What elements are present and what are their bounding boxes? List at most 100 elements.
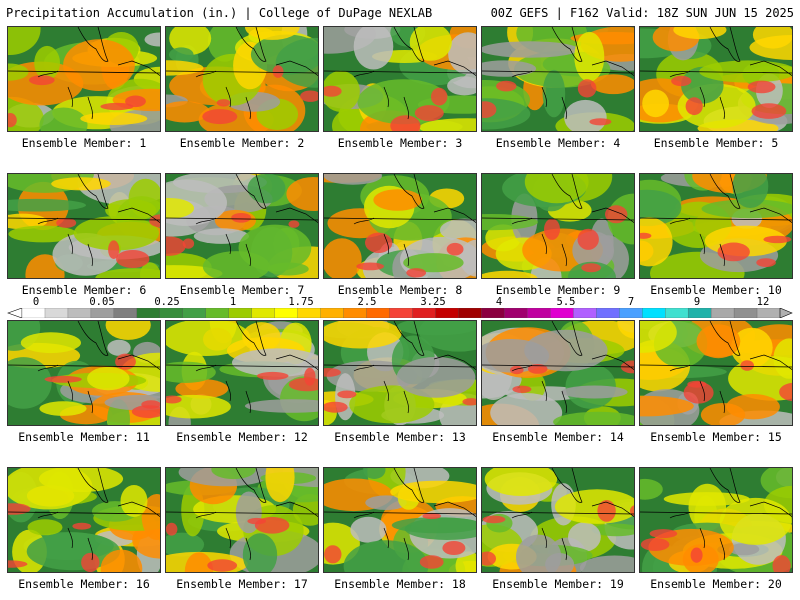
- colorbar-swatch: [642, 308, 666, 318]
- colorbar-swatch: [320, 308, 345, 318]
- colorbar-tick-label: 4: [495, 296, 503, 308]
- member-map-panel: [481, 320, 635, 426]
- member-map-panel: [165, 467, 319, 573]
- member-caption: Ensemble Member: 7: [179, 283, 305, 297]
- member-map-panel: [481, 173, 635, 279]
- member-caption: Ensemble Member: 14: [492, 430, 624, 444]
- colorbar-swatch: [412, 308, 437, 318]
- precip-map: [482, 27, 634, 131]
- member-caption: Ensemble Member: 16: [18, 577, 150, 591]
- colorbar-tick-label: 2.5: [357, 296, 377, 308]
- precip-map: [482, 174, 634, 278]
- precip-map: [324, 468, 476, 572]
- colorbar-swatch: [550, 308, 574, 318]
- precip-map: [8, 27, 160, 131]
- member-caption: Ensemble Member: 18: [334, 577, 466, 591]
- product-title: Precipitation Accumulation (in.) | Colle…: [6, 6, 433, 20]
- member-map-panel: [165, 173, 319, 279]
- colorbar-swatch: [343, 308, 368, 318]
- precip-map: [8, 468, 160, 572]
- precip-map: [166, 27, 318, 131]
- member-caption: Ensemble Member: 5: [653, 136, 779, 150]
- colorbar-swatch: [504, 308, 528, 318]
- member-map-panel: [481, 26, 635, 132]
- precip-map: [640, 27, 792, 131]
- colorbar-swatch: [21, 308, 46, 318]
- colorbar-tick-label: 5.5: [556, 296, 576, 308]
- colorbar-swatch: [458, 308, 483, 318]
- precip-map: [166, 174, 318, 278]
- member-map-panel: [165, 320, 319, 426]
- colorbar-swatch: [710, 308, 735, 318]
- precip-map: [8, 174, 160, 278]
- member-caption: Ensemble Member: 10: [650, 283, 782, 297]
- precip-map: [640, 321, 792, 425]
- member-map-panel: [323, 173, 477, 279]
- member-caption: Ensemble Member: 19: [492, 577, 624, 591]
- member-caption: Ensemble Member: 17: [176, 577, 308, 591]
- precip-map: [324, 27, 476, 131]
- header: Precipitation Accumulation (in.) | Colle…: [0, 0, 800, 24]
- colorbar-swatch: [113, 308, 138, 318]
- colorbar-swatch: [67, 308, 92, 318]
- member-map-panel: [323, 467, 477, 573]
- member-map-panel: [7, 467, 161, 573]
- member-caption: Ensemble Member: 8: [337, 283, 463, 297]
- colorbar-tick-label: 1.75: [288, 296, 314, 308]
- precip-map: [324, 321, 476, 425]
- run-valid-time: 00Z GEFS | F162 Valid: 18Z SUN JUN 15 20…: [490, 6, 794, 20]
- colorbar-swatch: [136, 308, 161, 318]
- member-map-panel: [323, 26, 477, 132]
- member-map-panel: [481, 467, 635, 573]
- colorbar-swatch: [159, 308, 184, 318]
- colorbar-swatch: [228, 308, 253, 318]
- precip-map: [482, 468, 634, 572]
- colorbar-swatch: [274, 308, 299, 318]
- colorbar-swatch: [596, 308, 620, 318]
- precip-map: [482, 321, 634, 425]
- colorbar-swatch: [389, 308, 414, 318]
- colorbar-swatch: [182, 308, 207, 318]
- colorbar-scale: [7, 308, 793, 318]
- precip-map: [640, 174, 792, 278]
- colorbar: 0 0.05 0.25 1 1.75 2.5 3.25 4 5.5 7 9 12: [0, 296, 800, 320]
- member-map-panel: [639, 173, 793, 279]
- member-map-panel: [7, 26, 161, 132]
- colorbar-tick-label: 12: [756, 296, 770, 308]
- colorbar-swatch: [619, 308, 643, 318]
- colorbar-swatch: [366, 308, 391, 318]
- colorbar-swatch: [733, 308, 758, 318]
- colorbar-swatch: [481, 308, 506, 318]
- member-map-panel: [639, 467, 793, 573]
- colorbar-tick-label: 1: [229, 296, 237, 308]
- colorbar-swatch: [527, 308, 551, 318]
- member-map-panel: [7, 173, 161, 279]
- colorbar-swatch: [435, 308, 460, 318]
- member-map-panel: [165, 26, 319, 132]
- colorbar-tick-label: 0.05: [89, 296, 115, 308]
- member-map-panel: [323, 320, 477, 426]
- colorbar-tick-label: 3.25: [420, 296, 446, 308]
- member-caption: Ensemble Member: 4: [495, 136, 621, 150]
- colorbar-tick-label: 9: [693, 296, 701, 308]
- colorbar-swatch: [573, 308, 597, 318]
- member-caption: Ensemble Member: 12: [176, 430, 308, 444]
- colorbar-swatch: [756, 308, 781, 318]
- colorbar-tick-label: 7: [627, 296, 635, 308]
- member-caption: Ensemble Member: 3: [337, 136, 463, 150]
- colorbar-swatch: [251, 308, 276, 318]
- member-caption: Ensemble Member: 9: [495, 283, 621, 297]
- member-map-panel: [7, 320, 161, 426]
- colorbar-tick-label: 0: [32, 296, 40, 308]
- member-caption: Ensemble Member: 2: [179, 136, 305, 150]
- precip-map: [166, 468, 318, 572]
- member-caption: Ensemble Member: 1: [21, 136, 147, 150]
- colorbar-min-arrow: [7, 308, 23, 318]
- colorbar-swatch: [297, 308, 322, 318]
- colorbar-max-arrow: [779, 308, 793, 318]
- precip-map: [324, 174, 476, 278]
- colorbar-tick-label: 0.25: [154, 296, 180, 308]
- member-map-panel: [639, 26, 793, 132]
- colorbar-swatch: [90, 308, 115, 318]
- member-map-panel: [639, 320, 793, 426]
